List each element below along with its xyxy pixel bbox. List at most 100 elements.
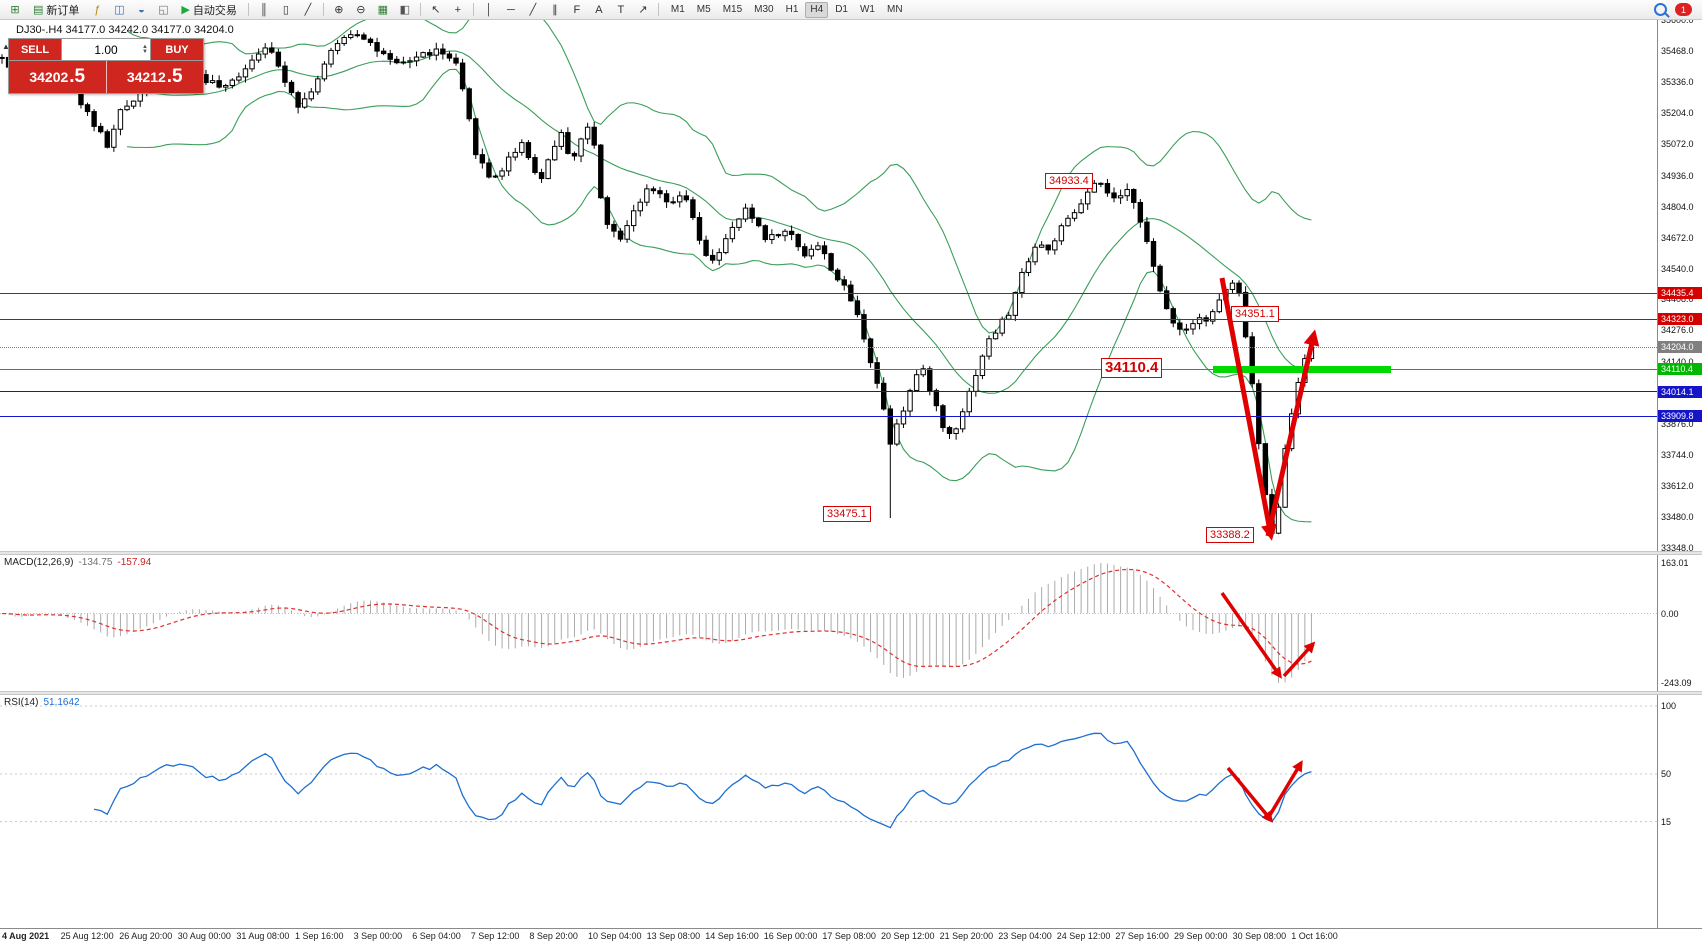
timeframe-m5[interactable]: M5 [696,3,711,15]
volume-input[interactable]: 1.00 ▲ ▼ [61,39,151,60]
level-line-33909.8 [0,415,1657,417]
chart-price-label: 34933.4 [1045,173,1093,189]
arrow-object-icon[interactable]: ↗ [633,1,653,19]
rsi-name: RSI(14) [4,697,39,708]
bollinger-lower-line [126,68,1312,523]
horizontal-line-icon[interactable]: ─ [501,1,521,19]
price-tick: 34804.0 [1661,201,1694,212]
macd-signal-line [1,568,1312,668]
axis-tag-34014.1: 34014.1 [1658,385,1702,398]
auto-arrange-icon: ◧ [399,4,411,16]
sell-button[interactable]: SELL [9,39,61,60]
macd-splitter[interactable] [0,551,1702,555]
time-label: 4 Aug 2021 [2,931,50,941]
auto-arrange-icon[interactable]: ◧ [395,1,415,19]
buy-price[interactable]: 34212 .5 [106,61,203,93]
autotrading-button[interactable]: ▶ 自动交易 [175,1,242,19]
toolbar-separator [472,3,474,16]
time-label: 3 Sep 00:00 [353,931,403,941]
timeframe-m1[interactable]: M1 [670,3,685,15]
market-watch-icon[interactable]: ◫ [109,1,129,19]
tile-windows-icon: ▦ [377,4,389,16]
equidistant-channel-icon[interactable]: ∥ [545,1,565,19]
timeframe-w1[interactable]: W1 [859,3,875,15]
fibonacci-icon[interactable]: F [567,1,587,19]
terminal-icon: ◱ [158,4,169,16]
terminal-icon[interactable]: ◱ [153,1,173,19]
price-tick: 33348.0 [1661,543,1694,553]
time-axis[interactable]: 4 Aug 2021 25 Aug 12:00 26 Aug 20:00 30 Aug… [0,928,1702,942]
price-tick: 35468.0 [1661,45,1694,56]
zoom-in-icon[interactable]: ⊕ [329,1,349,19]
data-window-icon[interactable]: ◒ [131,1,151,19]
vertical-line-icon[interactable]: │ [479,1,499,19]
rsi-axis-tick: 100 [1661,701,1677,711]
price-axis[interactable]: 34435.4 34323.0 34204.0 34110.4 34014.1 33909… [1657,15,1702,928]
arrow-object-icon: ↗ [638,4,648,16]
new-order-button[interactable]: ▤ 新订单 [27,1,85,19]
chart-price-label: 34110.4 [1101,358,1163,378]
time-label: 21 Sep 20:00 [939,931,994,941]
sell-price[interactable]: 34202 .5 [9,61,107,93]
candles-chart-icon[interactable]: ▯ [276,1,296,19]
toolbar-separator [247,3,249,16]
rsi-panel[interactable] [0,695,1657,928]
zoom-out-icon[interactable]: ⊖ [351,1,371,19]
bollinger-upper-line [126,20,1312,334]
time-label: 20 Sep 12:00 [881,931,935,941]
axis-tag-34110.4: 34110.4 [1658,363,1702,376]
timeframe-m30[interactable]: M30 [754,3,774,15]
price-tick: 35336.0 [1661,76,1694,87]
time-label: 30 Aug 00:00 [177,931,231,941]
buy-price-main: 34212 [126,69,166,85]
rsi-axis-tick: 15 [1661,816,1672,827]
timeframe-m15[interactable]: M15 [722,3,743,15]
price-tick: 33612.0 [1661,481,1694,492]
time-label: 10 Sep 04:00 [588,931,642,941]
indicators-icon[interactable]: ƒ [87,1,107,19]
new-order-button-label: 新订单 [46,4,80,17]
buy-button[interactable]: BUY [151,39,203,60]
time-label: 7 Sep 12:00 [470,931,520,941]
text-label-icon: T [617,3,625,16]
toolbar-separator [322,3,324,16]
sell-price-frac: .5 [69,66,86,87]
notification-badge[interactable]: 1 [1675,3,1692,16]
price-tick: 34140.0 [1661,357,1694,367]
bars-chart-icon: ║ [259,3,268,16]
data-window-icon: ◒ [138,3,145,16]
toolbar-items: ⊞ ▤ 新订单 ƒ ◫ ◒ ◱ ▶ 自动交易 ║ ▯ ╱ ⊕ ⊖ ▦ ◧ ↖ + │ ─ ╱ ∥ F A T ↗ [4,1,663,19]
time-label: 17 Sep 08:00 [822,931,876,941]
price-tick: 33480.0 [1661,512,1694,523]
charts-grid-icon[interactable]: ⊞ [5,1,25,19]
rsi-value: 51.1642 [43,697,80,708]
timeframe-mn[interactable]: MN [886,3,903,15]
cursor-icon[interactable]: ↖ [426,1,446,19]
crosshair-icon[interactable]: + [448,1,468,19]
rsi-splitter[interactable] [0,691,1702,695]
search-icon[interactable] [1654,3,1667,16]
text-icon[interactable]: A [589,1,609,19]
timeframe-h1[interactable]: H1 [785,3,799,15]
time-label: 29 Sep 00:00 [1174,931,1228,941]
main-chart[interactable] [0,20,1657,551]
equidistant-channel-icon: ∥ [552,4,558,16]
price-tick: 35072.0 [1661,138,1694,149]
bars-chart-icon[interactable]: ║ [254,1,274,19]
tile-windows-icon[interactable]: ▦ [373,1,393,19]
macd-panel[interactable] [0,555,1657,691]
timeframe-d1[interactable]: D1 [835,3,848,15]
price-tick: 35204.0 [1661,107,1694,118]
macd-label: MACD(12,26,9) -134.75 -157.94 [4,557,151,568]
rsi-axis-tick: 50 [1661,769,1672,779]
vertical-line-icon: │ [485,3,493,16]
autotrading-button-label: 自动交易 [192,4,237,17]
trendline-icon[interactable]: ╱ [523,1,543,19]
line-chart-icon[interactable]: ╱ [298,1,318,19]
macd-axis-tick: -243.09 [1661,678,1692,688]
trade-panel-toggle-icon[interactable]: ▲ [2,42,10,51]
text-label-icon[interactable]: T [611,1,631,19]
price-tick: 33744.0 [1661,450,1694,461]
timeframe-h4[interactable]: H4 [805,1,829,18]
volume-spinner[interactable]: ▲ ▼ [142,43,148,55]
